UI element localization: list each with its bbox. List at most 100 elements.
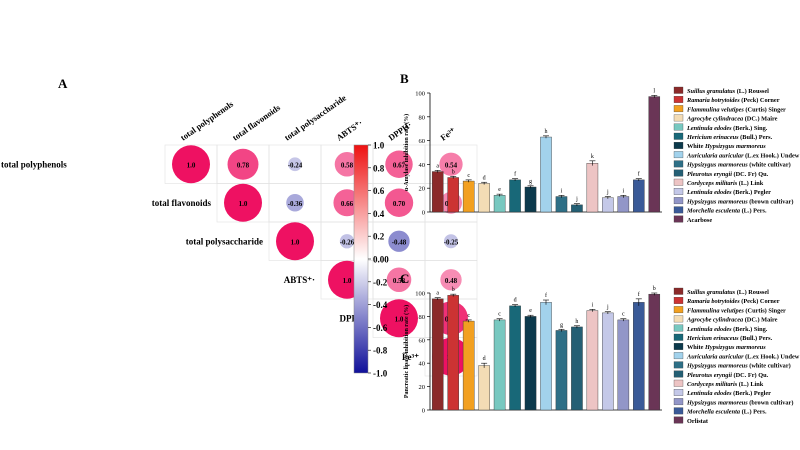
colorbar-tick-label: -0.2 (373, 277, 388, 287)
significance-letter: b (653, 286, 656, 292)
significance-letter: i (592, 302, 594, 308)
legend-entry: Lentinula edodes (Berk.) Pegler (686, 189, 771, 196)
row-label: ABTS⁺· (284, 275, 315, 285)
significance-letter: f (545, 292, 547, 299)
y-tick-label: 20 (419, 384, 426, 391)
column-label: ABTS⁺· (334, 117, 364, 142)
significance-letter: k (591, 154, 594, 160)
y-tick-label: 40 (419, 162, 426, 169)
colorbar-tick-label: 0.4 (373, 209, 385, 219)
correlation-value: 1.0 (395, 315, 404, 323)
legend-swatch (673, 96, 684, 103)
bar (633, 179, 645, 213)
bar (447, 295, 459, 411)
y-tick-label: 100 (415, 291, 425, 298)
legend-swatch (673, 361, 684, 369)
row-label: total flavonoids (152, 198, 212, 208)
correlation-circle (444, 234, 458, 249)
legend-swatch (673, 315, 684, 323)
correlation-value: 0.58 (393, 277, 406, 285)
legend-swatch (673, 105, 684, 113)
panel-label-b: B (400, 71, 409, 86)
legend-swatch (673, 379, 684, 387)
correlation-value: -0.25 (444, 238, 459, 246)
y-tick-label: 0 (422, 210, 425, 217)
y-tick-label: 60 (419, 337, 426, 344)
legend-swatch (673, 416, 684, 424)
legend-entry: Suillus granulatus (L.) Roussel (687, 88, 769, 95)
correlation-circle (380, 299, 418, 338)
bar (493, 195, 506, 213)
colorbar-tick-label: -0.6 (373, 323, 388, 333)
correlation-circle (440, 269, 462, 291)
legend-swatch (673, 287, 684, 295)
row-label: total polysaccharide (186, 236, 263, 246)
correlation-value: 0.67 (393, 161, 406, 169)
significance-letter: e (498, 187, 501, 193)
legend-swatch (673, 132, 684, 140)
correlation-value: -0.24 (288, 161, 303, 169)
legend-swatch (673, 197, 684, 205)
legend-entry: White Hypsizygus marmoreus (687, 143, 766, 150)
colorbar-tick-label: 0.00 (373, 255, 389, 265)
correlation-circle (276, 222, 314, 261)
significance-letter: d (483, 356, 486, 362)
bar (478, 365, 490, 411)
correlation-circle (224, 183, 262, 222)
significance-letter: b (452, 169, 455, 175)
correlation-value: 1.0 (187, 161, 196, 169)
correlation-circle (388, 230, 410, 252)
colorbar-tick-label: 0.6 (373, 186, 385, 196)
legend-swatch (673, 343, 684, 350)
significance-letter: b (452, 287, 455, 293)
legend-swatch (673, 389, 684, 396)
row-label: DPPH· (340, 313, 368, 323)
significance-letter: g (560, 322, 563, 328)
legend-entry: Lentinula edodes (Berk.) Sing. (686, 326, 768, 333)
bar (602, 197, 614, 213)
row-label: Fe³⁺ (402, 352, 419, 362)
column-label: total flavonoids (230, 102, 282, 143)
significance-letter: g (529, 179, 532, 185)
bar (602, 312, 614, 411)
significance-letter: l (653, 88, 655, 94)
correlation-value: -0.48 (392, 238, 407, 246)
y-tick-label: 80 (419, 314, 426, 321)
legend-entry: Suillus granulatus (L.) Roussel (687, 289, 769, 296)
legend-entry: White Hypsizygus marmoreus (687, 344, 766, 351)
significance-letter: h (575, 319, 578, 325)
colorbar-tick-label: 0.2 (373, 232, 385, 242)
legend-entry: Pleurotus eryngii (DC. Fr) Qu. (687, 372, 769, 379)
bar (462, 180, 475, 213)
legend-swatch (673, 352, 684, 360)
legend-swatch (673, 178, 684, 186)
y-tick-label: 40 (419, 361, 426, 368)
bar (524, 186, 537, 213)
correlation-value: -0.36 (288, 200, 303, 208)
bar (509, 305, 521, 411)
legend-entry: Hericium erinaceus (Bull.) Pers. (686, 335, 773, 342)
legend-swatch (673, 297, 684, 304)
bar (586, 163, 599, 213)
bar (571, 326, 583, 411)
correlation-circle (339, 234, 355, 249)
panel-label-c: C (400, 271, 409, 286)
legend-swatch (673, 324, 684, 332)
significance-letter: j (575, 197, 578, 203)
correlation-value: 1.0 (239, 200, 248, 208)
bar (493, 319, 506, 411)
colorbar-tick-label: 1.0 (373, 141, 385, 151)
legend-swatch (673, 123, 684, 131)
legend-entry: Agrocybe cylindracea (DC.) Maire (686, 116, 778, 123)
significance-letter: c (622, 312, 625, 318)
correlation-circle (172, 145, 210, 184)
bar (540, 302, 552, 411)
legend-entry: Flammulina velutipes (Curtis) Singer (687, 307, 786, 314)
significance-letter: f (638, 171, 640, 178)
legend-entry: Lentinula edodes (Berk.) Pegler (686, 390, 771, 397)
bar (617, 319, 630, 411)
y-tick-label: 0 (422, 408, 425, 415)
colorbar-tick-label: -0.8 (373, 346, 388, 356)
significance-letter: e (529, 308, 532, 314)
significance-letter: i (622, 188, 624, 194)
